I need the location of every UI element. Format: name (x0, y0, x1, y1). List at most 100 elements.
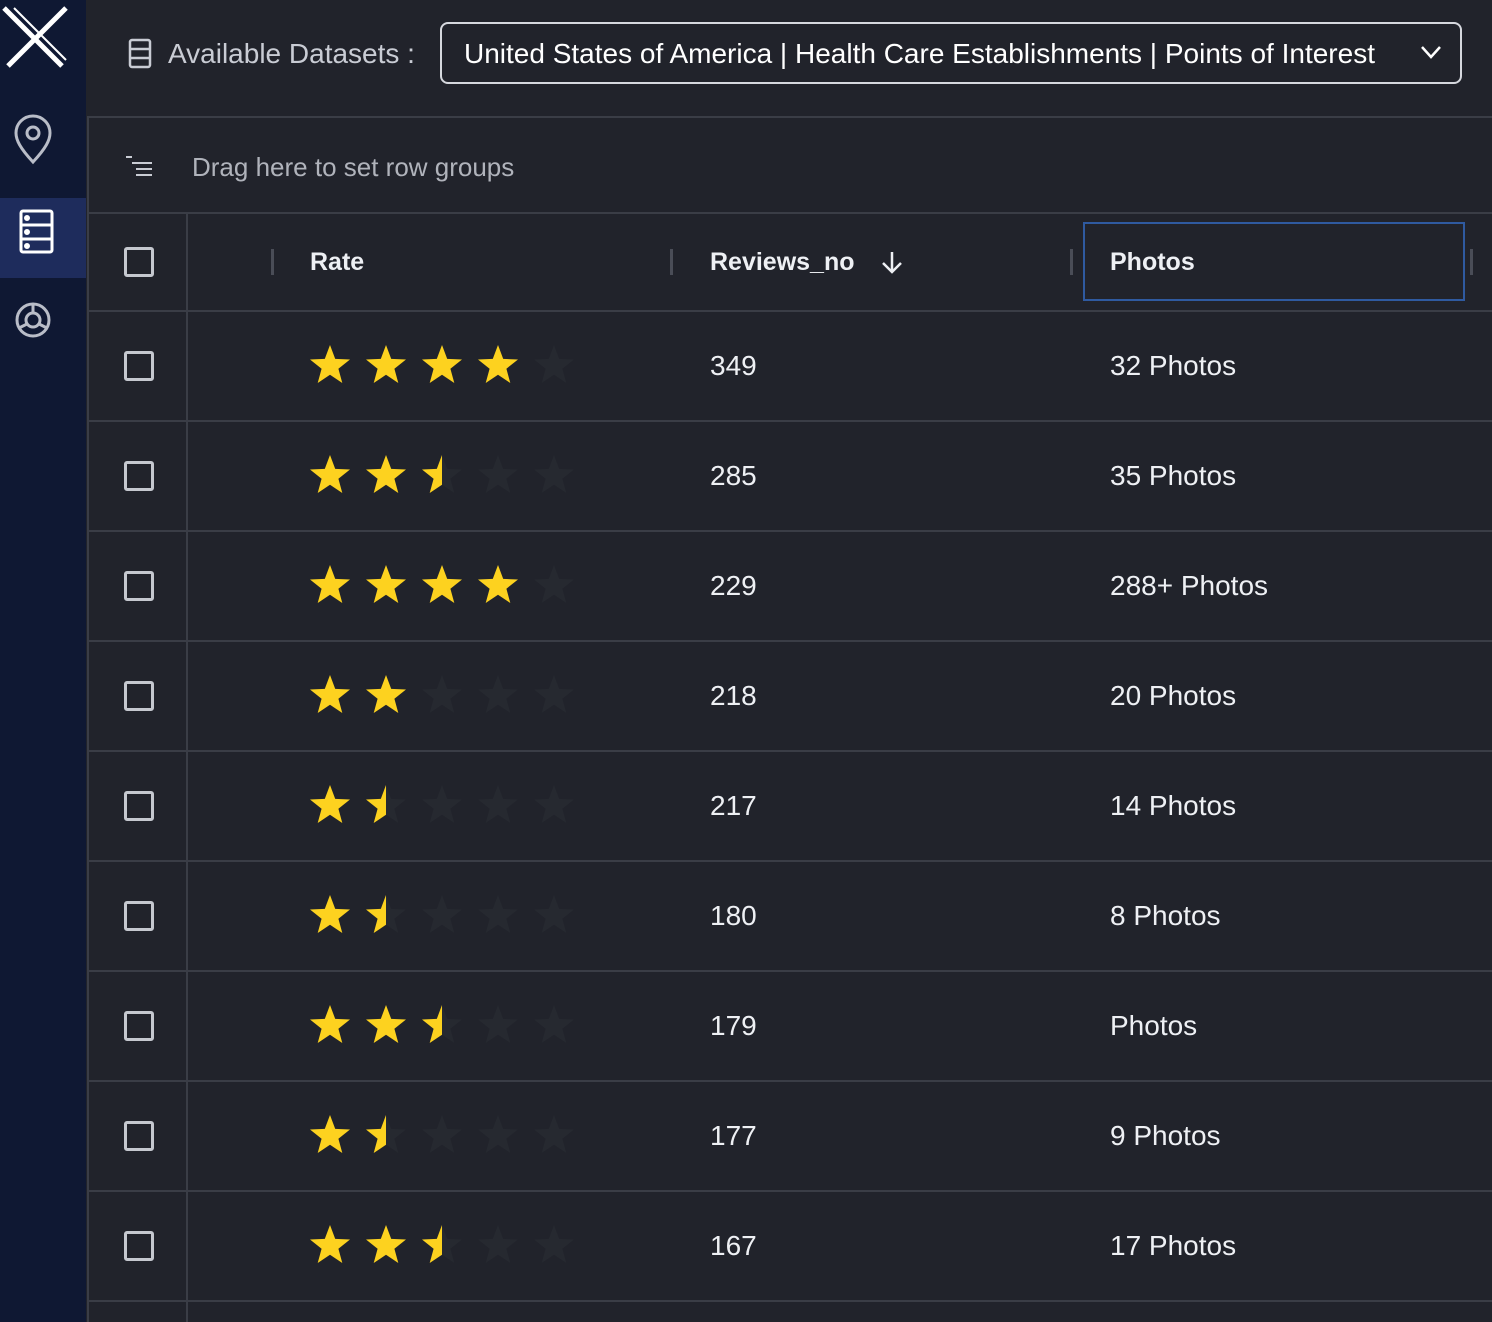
row-checkbox[interactable] (124, 681, 154, 711)
row-checkbox[interactable] (124, 1121, 154, 1151)
star (422, 1225, 442, 1263)
star-empty (478, 1005, 518, 1043)
star (310, 1115, 350, 1153)
reviews-cell: 285 (710, 460, 757, 491)
photos-cell: 17 Photos (1110, 1230, 1237, 1261)
row-divider (87, 750, 1492, 752)
star-empty (534, 1115, 574, 1153)
star (422, 345, 462, 383)
star (366, 1225, 406, 1263)
star (310, 785, 350, 823)
row-group-icon (126, 156, 152, 176)
row-divider (87, 860, 1492, 862)
column-divider (186, 213, 188, 1322)
star-empty (478, 785, 518, 823)
star-empty (478, 675, 518, 713)
star (478, 565, 518, 603)
star-empty (478, 895, 518, 933)
column-header[interactable]: Reviews_no (710, 248, 855, 276)
row-checkbox[interactable] (124, 791, 154, 821)
photos-cell: 35 Photos (1110, 460, 1237, 491)
select-all-checkbox[interactable] (124, 247, 154, 277)
row-checkbox[interactable] (124, 901, 154, 931)
logo[interactable] (2, 6, 68, 68)
star (366, 675, 406, 713)
star (310, 895, 350, 933)
column-resize[interactable] (670, 249, 673, 275)
row-divider (87, 1190, 1492, 1192)
star-empty (422, 1115, 462, 1153)
data-grid (87, 116, 1492, 1322)
row-divider (87, 970, 1492, 972)
star (366, 1005, 406, 1043)
star (310, 565, 350, 603)
column-header[interactable]: Rate (310, 248, 365, 276)
photos-cell: 9 Photos (1110, 1120, 1221, 1151)
star (366, 565, 406, 603)
star-empty (534, 1005, 574, 1043)
reviews-cell: 180 (710, 900, 757, 931)
star-empty (534, 565, 574, 603)
star-empty (478, 455, 518, 493)
reviews-cell: 217 (710, 790, 757, 821)
star (310, 1225, 350, 1263)
dataset-dropdown[interactable] (440, 22, 1462, 84)
dataset-icon[interactable] (19, 209, 54, 254)
star (310, 1005, 350, 1043)
row-divider (87, 1300, 1492, 1302)
column-resize[interactable] (1470, 249, 1473, 275)
dataset-value[interactable]: United States of America | Health Care E… (464, 38, 1375, 69)
reviews-cell: 349 (710, 350, 757, 381)
reviews-cell: 229 (710, 570, 757, 601)
row-divider (87, 640, 1492, 642)
column-resize[interactable] (271, 249, 274, 275)
star (478, 345, 518, 383)
star (422, 455, 442, 493)
star-empty (422, 675, 462, 713)
dropdown-chevron[interactable] (1420, 44, 1442, 60)
photos-cell: 32 Photos (1110, 350, 1237, 381)
photos-cell: 8 Photos (1110, 900, 1221, 931)
reviews-cell: 167 (710, 1230, 757, 1261)
reviews-cell: 179 (710, 1010, 757, 1041)
focused-header (1083, 222, 1465, 301)
dataset-icon-small (128, 38, 152, 69)
star-empty (422, 785, 462, 823)
sort-arrow[interactable] (880, 250, 904, 276)
star (366, 455, 406, 493)
column-resize[interactable] (1070, 249, 1073, 275)
photos-cell: Photos (1110, 1010, 1198, 1041)
row-checkbox[interactable] (124, 1011, 154, 1041)
star-empty (478, 1225, 518, 1263)
row-checkbox[interactable] (124, 1231, 154, 1261)
star (422, 565, 462, 603)
star-empty (534, 675, 574, 713)
sidebar-icons (2, 6, 68, 338)
star (366, 1115, 386, 1153)
photos-cell: 20 Photos (1110, 680, 1237, 711)
row-checkbox[interactable] (124, 571, 154, 601)
map-icon[interactable] (14, 114, 52, 165)
star (310, 675, 350, 713)
row-divider (87, 420, 1492, 422)
ai-icon[interactable] (15, 302, 51, 338)
star-empty (534, 1225, 574, 1263)
reviews-cell: 218 (710, 680, 757, 711)
divider (87, 310, 1492, 312)
photos-cell: 14 Photos (1110, 790, 1237, 821)
datasets-label: Available Datasets : (168, 38, 415, 69)
star-empty (534, 455, 574, 493)
star-empty (534, 345, 574, 383)
row-checkbox[interactable] (124, 351, 154, 381)
star (366, 895, 386, 933)
row-checkbox[interactable] (124, 461, 154, 491)
star-empty (534, 895, 574, 933)
star-empty (478, 1115, 518, 1153)
column-header[interactable]: Photos (1110, 248, 1195, 276)
divider (87, 212, 1492, 214)
photos-cell: 288+ Photos (1110, 570, 1269, 601)
star (310, 345, 350, 383)
star-empty (534, 785, 574, 823)
star (310, 455, 350, 493)
